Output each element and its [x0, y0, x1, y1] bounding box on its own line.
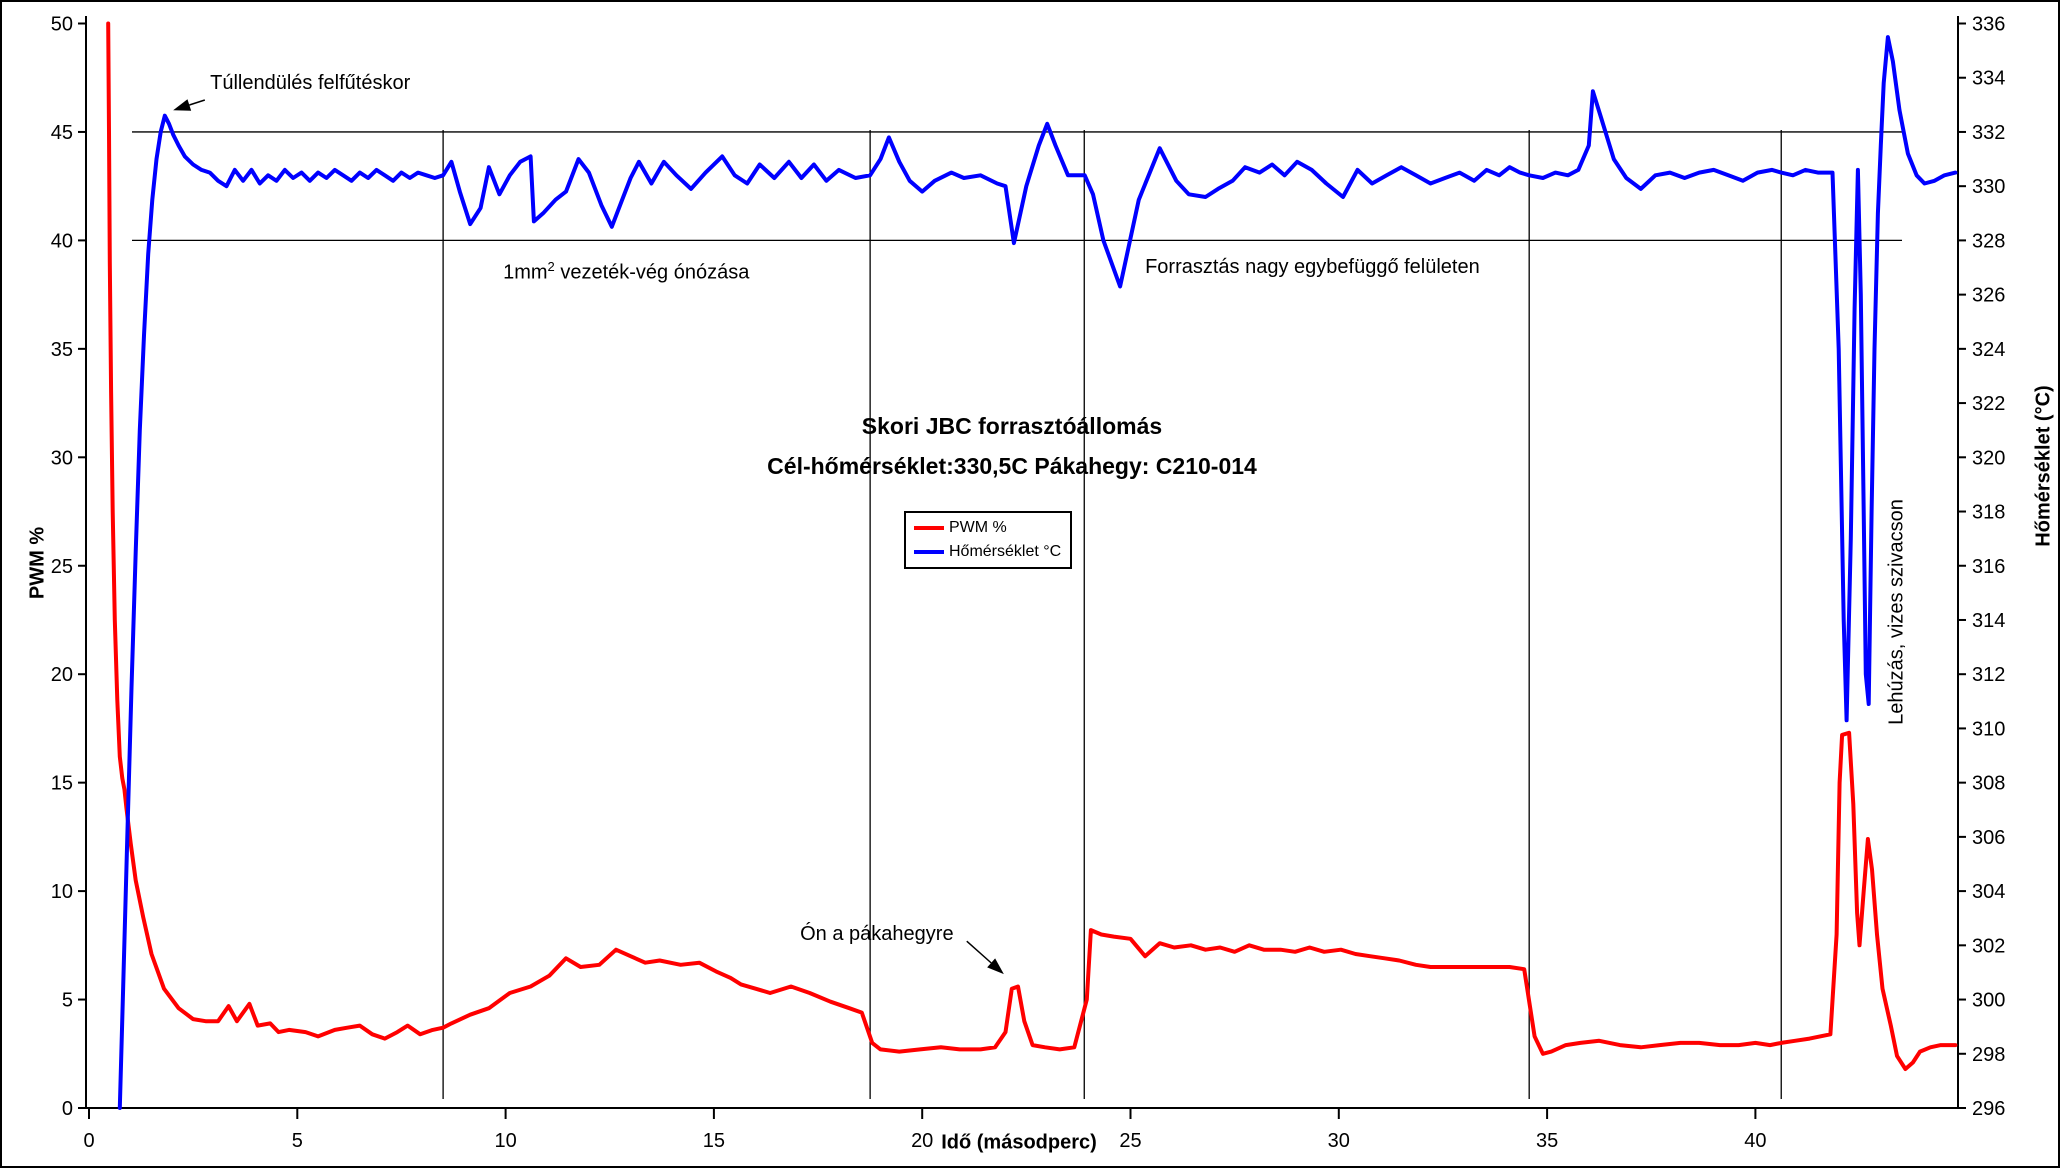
y-right-tick-label-318: 318	[1972, 502, 2005, 524]
x-tick-label-30: 30	[1328, 1130, 1350, 1152]
y-right-tick-label-306: 306	[1972, 827, 2005, 849]
y-right-tick-label-336: 336	[1972, 14, 2005, 36]
annotation-wire-tinning: 1mm2 vezeték-vég ónózása	[503, 258, 750, 284]
y-left-tick-label-20: 20	[51, 664, 73, 686]
y-right-tick-label-300: 300	[1972, 990, 2005, 1012]
y-right-tick-label-326: 326	[1972, 285, 2005, 307]
x-tick-label-25: 25	[1119, 1130, 1141, 1152]
annotation-overshoot: Túllendülés felfűtéskor	[210, 71, 411, 94]
y-right-tick-label-322: 322	[1972, 393, 2005, 415]
y-left-tick-label-35: 35	[51, 339, 73, 361]
legend-entry-temperature: Hőmérséklet °C	[914, 543, 1062, 561]
y-left-tick-label-0: 0	[62, 1098, 73, 1120]
y-left-tick-label-50: 50	[51, 14, 73, 36]
y-right-tick-label-334: 334	[1972, 68, 2005, 90]
x-tick-label-40: 40	[1744, 1130, 1766, 1152]
overshoot-arrow-line	[189, 99, 206, 106]
legend-label-pwm: PWM %	[949, 519, 1007, 536]
x-axis-title: Idő (másodperc)	[941, 1131, 1097, 1154]
annotation-sponge-wipe: Lehúzás, vizes szivacson	[1885, 498, 1908, 725]
y-right-tick-label-316: 316	[1972, 556, 2005, 578]
x-tick-label-0: 0	[83, 1130, 94, 1152]
temperature-line-swatch	[914, 550, 944, 554]
tip-tinning-arrow-head	[987, 958, 1004, 975]
y-left-tick-label-25: 25	[51, 556, 73, 578]
y-right-tick-label-332: 332	[1972, 122, 2005, 144]
y-right-tick-label-328: 328	[1972, 230, 2005, 252]
y-right-tick-label-320: 320	[1972, 447, 2005, 469]
overshoot-arrow-head	[173, 99, 192, 111]
annotation-soldering-surface: Forrasztás nagy egybefüggő felületen	[1145, 256, 1480, 279]
y-left-tick-label-45: 45	[51, 122, 73, 144]
chart-title-line1: Skori JBC forrasztóállomás	[861, 413, 1163, 439]
y-axis-right-title: Hőmérséklet (°C)	[2032, 385, 2055, 547]
y-left-tick-label-5: 5	[62, 990, 73, 1012]
legend-label-temperature: Hőmérséklet °C	[949, 543, 1062, 560]
x-tick-label-5: 5	[292, 1130, 303, 1152]
legend: PWM % Hőmérséklet °C	[904, 511, 1072, 569]
x-tick-label-20: 20	[911, 1130, 933, 1152]
y-left-tick-label-15: 15	[51, 773, 73, 795]
y-right-tick-label-308: 308	[1972, 773, 2005, 795]
y-right-tick-label-312: 312	[1972, 664, 2005, 686]
temperature-series-line	[117, 35, 1958, 1110]
x-tick-label-35: 35	[1536, 1130, 1558, 1152]
x-tick-label-15: 15	[703, 1130, 725, 1152]
y-right-tick-label-314: 314	[1972, 610, 2005, 632]
y-right-tick-label-296: 296	[1972, 1098, 2005, 1120]
y-left-tick-label-10: 10	[51, 881, 73, 903]
pwm-line-swatch	[914, 526, 944, 530]
tip-tinning-arrow-line	[966, 940, 992, 964]
y-left-tick-label-40: 40	[51, 230, 73, 252]
y-right-tick-label-324: 324	[1972, 339, 2005, 361]
y-right-tick-label-310: 310	[1972, 718, 2005, 740]
chart-title: Skori JBC forrasztóállomás Cél-hőmérsékl…	[767, 406, 1257, 486]
legend-entry-pwm: PWM %	[914, 519, 1062, 537]
pwm-series-line	[106, 21, 1958, 1071]
y-right-tick-label-330: 330	[1972, 176, 2005, 198]
y-right-tick-label-302: 302	[1972, 935, 2005, 957]
y-right-tick-label-298: 298	[1972, 1044, 2005, 1066]
chart-title-line2: Cél-hőmérséklet:330,5C Pákahegy: C210-01…	[767, 453, 1257, 479]
annotation-tip-tinning: Ón a pákahegyre	[800, 922, 954, 945]
y-axis-left-title: PWM %	[26, 526, 49, 600]
y-left-tick-label-30: 30	[51, 447, 73, 469]
y-right-tick-label-304: 304	[1972, 881, 2005, 903]
x-tick-label-10: 10	[494, 1130, 516, 1152]
